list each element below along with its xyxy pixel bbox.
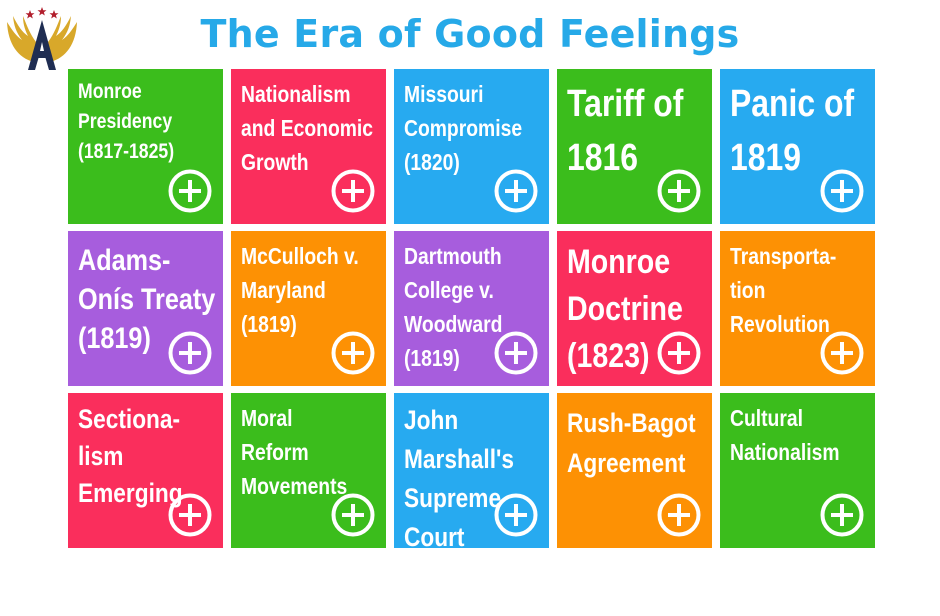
topic-tile[interactable]: Missouri Compromise (1820) <box>394 69 549 224</box>
topic-tile[interactable]: Tariff of 1816 <box>557 69 712 224</box>
topic-tile-label-line: Compromise <box>404 115 523 141</box>
topic-tile-label-line: 1819 <box>730 137 802 179</box>
topic-tile-label-line: Cultural <box>730 405 803 431</box>
topic-tile-label-line: Tariff of <box>567 83 684 125</box>
topic-tile-label-line: Emerging <box>78 478 183 508</box>
topic-tile-label-line: Dartmouth <box>404 243 502 269</box>
topic-tile-label-line: Nationalism <box>241 81 351 107</box>
topic-tile-label-line: Rush-Bagot <box>567 408 696 438</box>
topic-tile-label-line: Woodward <box>404 311 503 337</box>
topic-tile-label-line: 1816 <box>567 137 639 179</box>
plus-circle-icon[interactable] <box>657 493 701 537</box>
topic-tile-label-line: tion <box>730 277 766 303</box>
topic-tile-label: Monroe Presidency (1817-1825) <box>78 77 223 167</box>
topic-tile-label: John Marshall's Supreme Court <box>404 401 549 548</box>
topic-grid: Monroe Presidency (1817-1825) Nationalism an… <box>68 69 875 548</box>
topic-tile-label-line: Missouri <box>404 81 484 107</box>
topic-tile-label-line: College v. <box>404 277 494 303</box>
topic-tile-label-line: Monroe <box>78 80 142 103</box>
topic-tile-label: Tariff of 1816 <box>567 77 712 185</box>
plus-circle-icon[interactable] <box>820 493 864 537</box>
topic-tile-label-line: Supreme <box>404 483 502 513</box>
topic-tile-label: Rush-Bagot Agreement <box>567 403 712 483</box>
topic-tile-label: Cultural Nationalism <box>730 401 875 469</box>
topic-tile[interactable]: John Marshall's Supreme Court <box>394 393 549 548</box>
plus-circle-icon[interactable] <box>657 169 701 213</box>
topic-tile[interactable]: Cultural Nationalism <box>720 393 875 548</box>
topic-tile-label: Moral Reform Movements <box>241 401 386 503</box>
topic-tile-label: Adams- Onís Treaty (1819) <box>78 241 223 358</box>
page-title: The Era of Good Feelings <box>200 12 740 56</box>
topic-tile[interactable]: McCulloch v. Maryland (1819) <box>231 231 386 386</box>
plus-circle-icon[interactable] <box>494 493 538 537</box>
topic-tile[interactable]: Monroe Presidency (1817-1825) <box>68 69 223 224</box>
topic-tile[interactable]: Moral Reform Movements <box>231 393 386 548</box>
topic-tile-label-line: Nationalism <box>730 439 840 465</box>
topic-tile[interactable]: Panic of 1819 <box>720 69 875 224</box>
topic-tile-label-line: Marshall's <box>404 444 515 474</box>
topic-tile-label-line: Agreement <box>567 448 686 478</box>
topic-tile-label: Nationalism and Economic Growth <box>241 77 386 179</box>
topic-tile-label-line: lism <box>78 441 124 471</box>
winged-a-logo-icon <box>7 7 77 70</box>
topic-tile-label: Dartmouth College v. Woodward (1819) <box>404 239 549 375</box>
topic-tile-label-line: (1823) <box>567 337 650 375</box>
topic-tile-label-line: Court <box>404 522 465 548</box>
topic-tile-label-line: (1817-1825) <box>78 140 175 163</box>
topic-tile-label-line: (1820) <box>404 149 460 175</box>
topic-tile[interactable]: Sectiona-lism Emerging <box>68 393 223 548</box>
topic-tile-label: Monroe Doctrine (1823) <box>567 239 712 380</box>
topic-tile-label-line: (1819) <box>404 345 460 371</box>
topic-tile-label-line: Monroe <box>567 243 671 281</box>
topic-tile-label: Panic of 1819 <box>730 77 875 185</box>
topic-tile[interactable]: Nationalism and Economic Growth <box>231 69 386 224</box>
topic-tile-label-line: Sectiona- <box>78 404 181 434</box>
topic-tile-label-line: Panic of <box>730 83 855 125</box>
topic-tile-label-line: Moral <box>241 405 293 431</box>
plus-circle-icon[interactable] <box>168 493 212 537</box>
plus-circle-icon[interactable] <box>168 169 212 213</box>
plus-circle-icon[interactable] <box>657 331 701 375</box>
topic-tile-label: Sectiona-lism Emerging <box>78 401 223 512</box>
topic-tile-label-line: Adams- <box>78 244 171 277</box>
topic-tile-label-line: and Economic <box>241 115 374 141</box>
topic-tile-label: McCulloch v. Maryland (1819) <box>241 239 386 341</box>
plus-circle-icon[interactable] <box>168 331 212 375</box>
topic-tile-label-line: (1819) <box>241 311 297 337</box>
topic-tile[interactable]: Transporta-tion Revolution <box>720 231 875 386</box>
topic-tile-label-line: John <box>404 405 459 435</box>
topic-tile[interactable]: Rush-Bagot Agreement <box>557 393 712 548</box>
topic-tile-label: Transporta-tion Revolution <box>730 239 875 341</box>
plus-circle-icon[interactable] <box>820 169 864 213</box>
plus-circle-icon[interactable] <box>494 169 538 213</box>
topic-tile-label-line: Transporta- <box>730 243 837 269</box>
topic-tile-label-line: Growth <box>241 149 309 175</box>
topic-tile[interactable]: Dartmouth College v. Woodward (1819) <box>394 231 549 386</box>
topic-tile[interactable]: Adams- Onís Treaty (1819) <box>68 231 223 386</box>
topic-tile-label: Missouri Compromise (1820) <box>404 77 549 179</box>
topic-tile-label-line: Doctrine <box>567 290 683 328</box>
topic-tile[interactable]: Monroe Doctrine (1823) <box>557 231 712 386</box>
topic-tile-label-line: Revolution <box>730 311 830 337</box>
plus-circle-icon[interactable] <box>820 331 864 375</box>
topic-tile-label-line: Presidency <box>78 110 173 133</box>
topic-tile-label-line: Maryland <box>241 277 326 303</box>
topic-tile-label-line: Reform <box>241 439 309 465</box>
topic-tile-label-line: Onís Treaty <box>78 283 216 316</box>
plus-circle-icon[interactable] <box>331 331 375 375</box>
plus-circle-icon[interactable] <box>331 493 375 537</box>
plus-circle-icon[interactable] <box>494 331 538 375</box>
topic-tile-label-line: McCulloch v. <box>241 243 359 269</box>
topic-tile-label-line: (1819) <box>78 322 151 355</box>
topic-tile-label-line: Movements <box>241 473 348 499</box>
plus-circle-icon[interactable] <box>331 169 375 213</box>
